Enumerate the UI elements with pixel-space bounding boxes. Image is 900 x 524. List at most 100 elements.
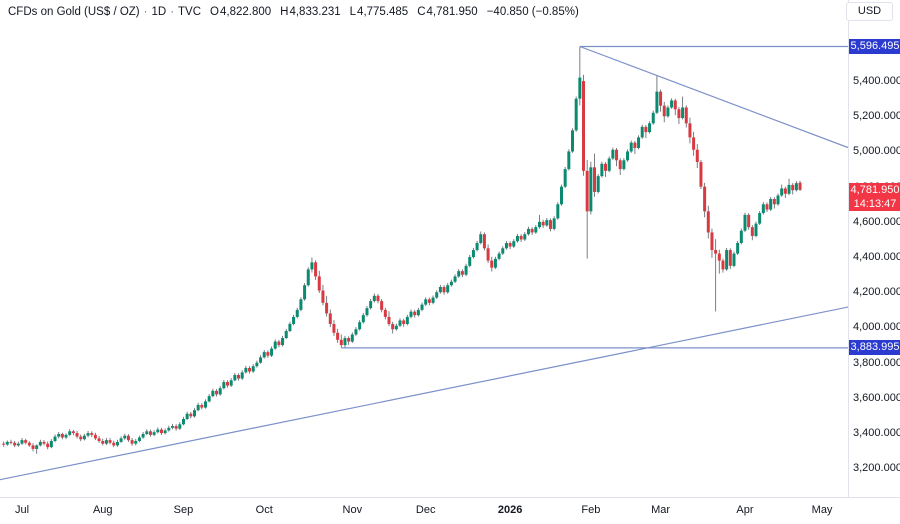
candle-body <box>783 188 787 194</box>
candle-body <box>515 235 519 242</box>
candle-body <box>108 440 112 443</box>
high-label: H <box>280 6 289 18</box>
price-tick-label: 5,200.000 <box>853 110 900 123</box>
candle-body <box>215 390 219 395</box>
candle-body <box>420 304 424 310</box>
candle-body <box>159 429 163 434</box>
candle-body <box>16 443 20 446</box>
legend-separator: · <box>170 6 175 18</box>
candle-body <box>534 227 538 233</box>
candle-body <box>728 250 732 266</box>
candle-body <box>633 142 637 148</box>
candle-body <box>152 432 156 435</box>
candle-body <box>126 435 130 441</box>
candle-body <box>593 167 597 192</box>
time-tick-label: Aug <box>92 504 113 516</box>
candle-body <box>508 243 512 247</box>
candle-body <box>574 98 578 131</box>
candle-body <box>104 440 108 444</box>
price-tick-label: 4,200.000 <box>853 286 900 299</box>
time-axis[interactable]: Jul Aug Sep Oct Nov Dec 2026 Feb Mar Apr May <box>0 497 900 524</box>
candle-body <box>240 372 244 379</box>
candle-body <box>600 163 604 177</box>
candle-body <box>75 433 79 437</box>
candle-body <box>306 269 310 286</box>
time-tick-label: Jul <box>14 504 30 516</box>
price-axis[interactable]: 5,400.0005,200.0005,000.0004,800.0004,60… <box>848 0 900 497</box>
candle-body <box>736 243 740 254</box>
candle-body <box>119 438 123 442</box>
candle-body <box>442 287 446 293</box>
exchange-label: TVC <box>178 6 202 18</box>
candle-body <box>185 413 189 420</box>
candle-body <box>413 311 417 316</box>
candle-body <box>615 149 619 161</box>
legend-separator: · <box>143 6 148 18</box>
candle-body <box>97 438 101 442</box>
candle-body <box>460 271 464 275</box>
candle-body <box>101 441 105 444</box>
candle-body <box>233 375 237 381</box>
interval-label[interactable]: 1D <box>151 6 167 18</box>
candle-body <box>699 162 703 187</box>
currency-button[interactable]: USD <box>846 2 893 21</box>
candle-body <box>251 366 255 372</box>
candle-body <box>747 214 751 228</box>
candle-body <box>273 341 277 349</box>
price-tick-label: 4,600.000 <box>853 215 900 228</box>
candle-body <box>695 149 699 163</box>
candle-body <box>284 331 288 339</box>
candle-body <box>46 443 50 448</box>
symbol-title[interactable]: CFDs on Gold (US$ / OZ) <box>8 6 140 18</box>
candle-body <box>137 437 141 442</box>
candle-body <box>772 199 776 205</box>
candle-body <box>226 382 230 386</box>
candle-body <box>692 137 696 150</box>
candle-body <box>659 91 663 106</box>
candle-body <box>317 276 321 291</box>
candle-body <box>611 149 615 159</box>
candle-body <box>42 441 46 444</box>
candle-body <box>383 309 387 317</box>
candle-body <box>178 424 182 429</box>
candle-body <box>141 433 145 438</box>
candle-body <box>486 248 490 261</box>
candle-body <box>156 429 160 433</box>
candle-body <box>585 170 589 212</box>
candle-body <box>673 100 677 110</box>
candle-body <box>38 441 42 446</box>
candle-body <box>115 441 119 446</box>
candle-body <box>64 434 68 438</box>
candle-body <box>725 250 729 270</box>
candle-body <box>714 250 718 254</box>
candle-body <box>497 253 501 259</box>
bar-countdown: 14:13:47 <box>853 197 897 210</box>
candle-body <box>453 276 457 282</box>
time-tick-label: Feb <box>581 504 601 516</box>
candle-body <box>9 441 13 443</box>
candle-body <box>270 348 274 356</box>
candle-body <box>229 380 233 386</box>
candle-body <box>189 413 193 417</box>
candlestick-chart[interactable] <box>0 0 848 497</box>
candle-body <box>651 112 655 124</box>
candle-body <box>504 243 508 249</box>
open-value: 4,822.800 <box>219 6 272 18</box>
candle-body <box>27 442 31 446</box>
candle-body <box>794 183 798 191</box>
candle-body <box>358 322 362 330</box>
price-tick-label: 3,400.000 <box>853 427 900 440</box>
candle-body <box>479 234 483 244</box>
candle-body <box>53 436 57 442</box>
candle-body <box>347 338 351 342</box>
candle-body <box>112 442 116 446</box>
candle-body <box>339 339 343 346</box>
candle-body <box>82 435 86 440</box>
candle-body <box>743 214 747 231</box>
candle-body <box>207 396 211 402</box>
candle-body <box>277 341 281 346</box>
price-tick-label: 3,600.000 <box>853 391 900 404</box>
candle-body <box>204 401 207 408</box>
candle-body <box>181 419 185 425</box>
